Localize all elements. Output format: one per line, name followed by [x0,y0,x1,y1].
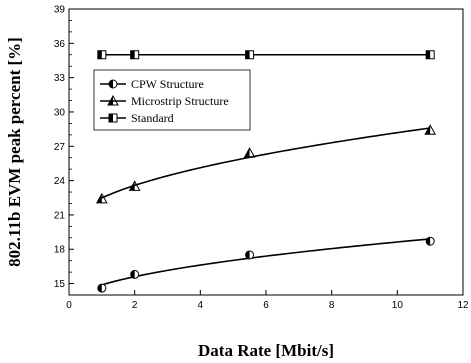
y-tick-label: 33 [54,73,66,84]
x-tick-label: 0 [66,300,72,311]
x-axis-label: Data Rate [Mbit/s] [198,341,334,360]
y-tick-label: 36 [54,39,66,50]
y-axis-ticks: 15 18 21 24 27 30 33 36 39 [54,5,74,296]
legend-label: CPW Structure [131,77,204,91]
series-line [101,127,431,199]
y-tick-label: 15 [54,279,66,290]
legend-item: Standard [100,111,174,125]
legend-label: Microstrip Structure [131,94,229,108]
series-line [101,238,431,286]
data-point [95,192,108,204]
data-point [425,236,435,246]
x-tick-label: 6 [263,300,269,311]
legend-marker [108,79,118,89]
y-tick-label: 24 [54,176,66,187]
legend-box [93,69,251,131]
x-axis-ticks: 0 2 4 6 8 10 12 [66,290,469,311]
y-tick-label: 27 [54,142,66,153]
legend-item: Microstrip Structure [100,94,229,108]
x-tick-label: 10 [392,300,404,311]
data-point [97,283,107,293]
legend-marker [107,94,119,106]
data-point [130,269,140,279]
x-tick-label: 8 [329,300,335,311]
plot-frame [68,8,464,296]
legend-label: Standard [131,111,174,125]
x-tick-label: 4 [198,300,204,311]
y-tick-label: 21 [54,210,66,221]
y-tick-label: 30 [54,107,66,118]
y-tick-label: 39 [54,5,66,16]
x-tick-label: 12 [457,300,469,311]
data-point [128,180,141,191]
data-point [243,147,256,158]
data-point [130,50,140,60]
legend: CPW Structure Microstrip Structure Standar… [93,69,251,131]
data-point [424,124,437,135]
data-point [245,250,255,260]
data-point [97,50,107,60]
series-layer [95,50,437,293]
data-point [425,50,435,60]
x-tick-label: 2 [132,300,138,311]
y-tick-label: 18 [54,245,66,256]
legend-item: CPW Structure [100,77,204,91]
data-point [245,50,255,60]
legend-marker [108,113,118,123]
y-axis-label: 802.11b EVM peak percent [%] [5,37,24,267]
